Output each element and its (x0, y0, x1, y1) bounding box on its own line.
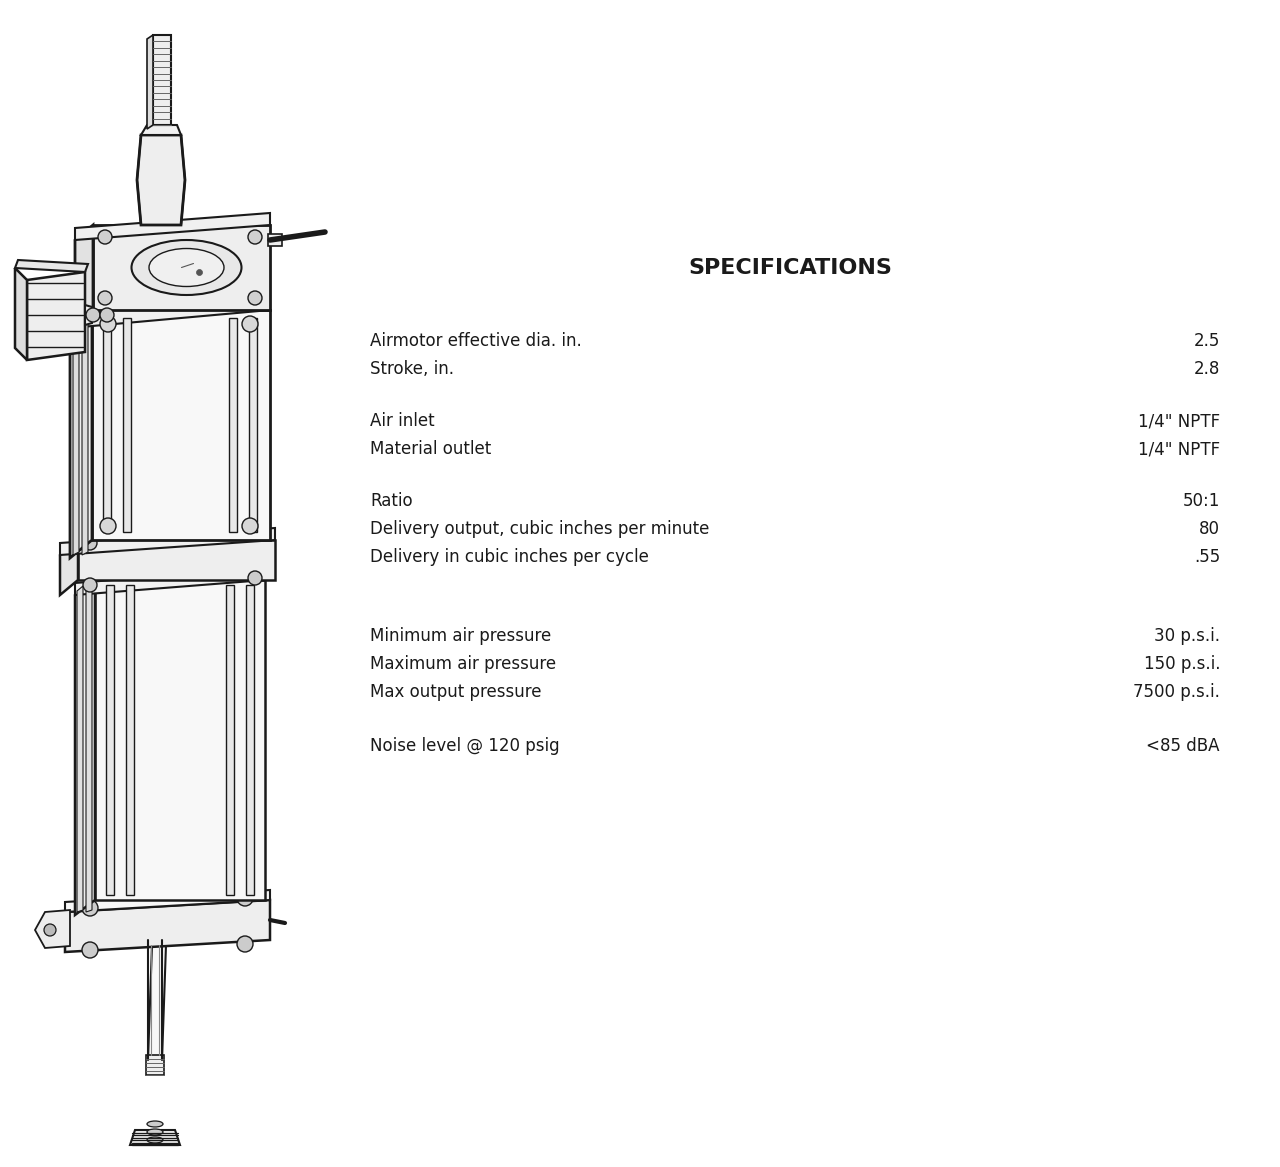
Text: Max output pressure: Max output pressure (370, 683, 541, 701)
Text: Delivery in cubic inches per cycle: Delivery in cubic inches per cycle (370, 548, 649, 566)
Text: Minimum air pressure: Minimum air pressure (370, 627, 552, 645)
Circle shape (100, 308, 114, 322)
Text: Material outlet: Material outlet (370, 440, 492, 457)
Circle shape (248, 230, 262, 244)
Text: Maximum air pressure: Maximum air pressure (370, 655, 556, 673)
Polygon shape (84, 305, 92, 324)
Polygon shape (93, 225, 270, 310)
Text: 150 p.s.i.: 150 p.s.i. (1143, 655, 1220, 673)
Text: 80: 80 (1199, 520, 1220, 538)
Polygon shape (76, 225, 93, 324)
Polygon shape (65, 900, 270, 952)
Circle shape (99, 230, 113, 244)
Polygon shape (76, 568, 265, 595)
Text: 30 p.s.i.: 30 p.s.i. (1155, 627, 1220, 645)
Circle shape (86, 308, 100, 322)
Bar (246, 585, 253, 895)
Text: Ratio: Ratio (370, 492, 412, 510)
Polygon shape (147, 35, 154, 130)
Circle shape (237, 936, 253, 952)
Ellipse shape (147, 1137, 163, 1142)
Polygon shape (76, 580, 95, 915)
Bar (268, 235, 282, 246)
Circle shape (44, 924, 56, 936)
Circle shape (82, 900, 99, 916)
Circle shape (83, 578, 97, 592)
Bar (227, 585, 234, 895)
Polygon shape (60, 540, 78, 595)
Polygon shape (73, 315, 79, 555)
Text: Noise level @ 120 psig: Noise level @ 120 psig (370, 738, 559, 755)
Text: Air inlet: Air inlet (370, 412, 435, 429)
Polygon shape (76, 214, 270, 240)
Polygon shape (65, 890, 270, 911)
Text: SPECIFICATIONS: SPECIFICATIONS (689, 258, 892, 278)
Polygon shape (77, 586, 83, 911)
Polygon shape (141, 125, 180, 135)
Text: .55: .55 (1194, 548, 1220, 566)
Circle shape (100, 316, 116, 331)
Polygon shape (15, 268, 27, 359)
Bar (146, 1055, 164, 1075)
Text: 2.8: 2.8 (1194, 359, 1220, 378)
Circle shape (83, 536, 97, 550)
Text: <85 dBA: <85 dBA (1147, 738, 1220, 755)
Polygon shape (70, 310, 92, 558)
Bar (229, 317, 237, 532)
Polygon shape (137, 135, 186, 225)
Polygon shape (70, 296, 270, 328)
Polygon shape (35, 910, 70, 948)
Ellipse shape (148, 249, 224, 287)
Circle shape (100, 518, 116, 534)
Circle shape (197, 270, 202, 275)
Circle shape (248, 525, 262, 539)
Polygon shape (27, 272, 84, 359)
Circle shape (237, 890, 253, 906)
Circle shape (242, 518, 259, 534)
Text: 1/4" NPTF: 1/4" NPTF (1138, 440, 1220, 457)
Bar (106, 585, 114, 895)
Bar (102, 317, 111, 532)
Polygon shape (95, 580, 265, 900)
Text: Delivery output, cubic inches per minute: Delivery output, cubic inches per minute (370, 520, 709, 538)
Circle shape (248, 291, 262, 305)
Polygon shape (148, 945, 166, 1060)
Polygon shape (131, 1130, 180, 1145)
Bar (250, 317, 257, 532)
Text: Stroke, in.: Stroke, in. (370, 359, 454, 378)
Text: 1/4" NPTF: 1/4" NPTF (1138, 412, 1220, 429)
Circle shape (99, 291, 113, 305)
Text: 50:1: 50:1 (1183, 492, 1220, 510)
Ellipse shape (147, 1128, 163, 1135)
Polygon shape (92, 310, 270, 540)
Circle shape (242, 316, 259, 331)
Circle shape (82, 942, 99, 958)
Bar (125, 585, 134, 895)
Text: 7500 p.s.i.: 7500 p.s.i. (1133, 683, 1220, 701)
Ellipse shape (132, 240, 242, 295)
Polygon shape (78, 540, 275, 580)
Text: Airmotor effective dia. in.: Airmotor effective dia. in. (370, 331, 581, 350)
Text: 2.5: 2.5 (1194, 331, 1220, 350)
Bar (154, 35, 172, 125)
Polygon shape (15, 260, 88, 272)
Circle shape (248, 571, 262, 585)
Ellipse shape (147, 1121, 163, 1127)
Polygon shape (82, 315, 88, 555)
Polygon shape (60, 527, 275, 555)
Polygon shape (86, 586, 92, 911)
Bar (123, 317, 131, 532)
